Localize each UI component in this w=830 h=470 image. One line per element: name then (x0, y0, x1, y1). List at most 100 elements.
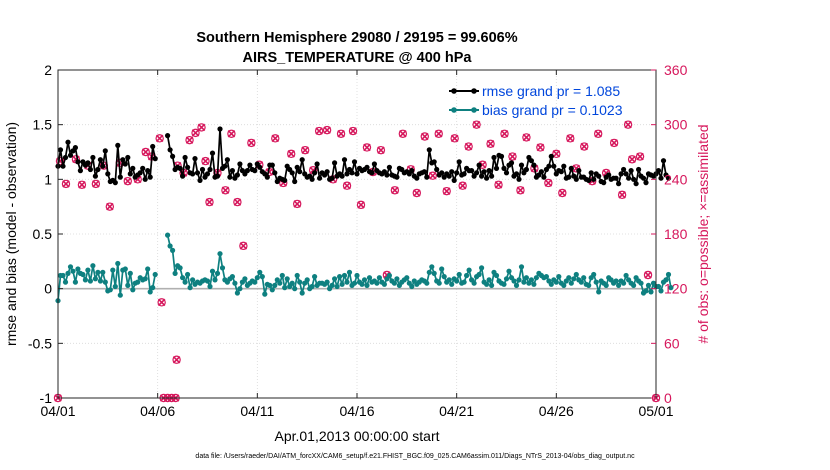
obs-assimilated-marker (536, 143, 545, 152)
obs-count-marker (348, 126, 358, 136)
bias-point (72, 279, 78, 285)
rmse-point (137, 170, 143, 176)
rmse-point (150, 143, 156, 150)
footnote: data file: /Users/raeder/DAI/ATM_forcXX/… (195, 453, 635, 460)
obs-possible-marker (635, 152, 645, 161)
obs-possible-marker (390, 186, 400, 195)
bias-point (259, 274, 265, 280)
rmse-point (628, 168, 634, 174)
bias-point (366, 275, 373, 281)
axes: 04/01 04/06 04/11 04/16 04/21 04/26 05/01 -1 -0.… (28, 62, 688, 419)
obs-count-marker (123, 176, 132, 186)
obs-count-marker (141, 147, 150, 157)
bias-point (374, 280, 380, 286)
bias-point (167, 243, 173, 249)
obs-count-marker (342, 181, 352, 190)
obs-possible-marker (336, 129, 346, 138)
bias-point (663, 277, 669, 283)
y2-tick-label: 300 (664, 117, 688, 133)
obs-count-marker (197, 123, 206, 132)
rmse-point (199, 166, 206, 173)
rmse-point (117, 174, 123, 180)
obs-assimilated-marker (610, 139, 618, 147)
bias-point (603, 282, 609, 288)
bias-point (381, 281, 387, 287)
obs-count-marker (494, 180, 503, 189)
obs-count-marker (362, 143, 372, 152)
rmse-point (165, 133, 171, 139)
obs-possible-marker (227, 129, 236, 138)
obs-count-marker (500, 129, 509, 138)
obs-count-marker (623, 120, 633, 129)
obs-assimilated-marker (391, 186, 399, 195)
obs-assimilated-marker (155, 134, 164, 143)
bias-point (436, 280, 442, 286)
bias-point (85, 267, 91, 273)
rmse-point (461, 171, 467, 177)
obs-possible-marker (157, 298, 166, 307)
obs-possible-marker (293, 199, 302, 209)
bias-point (142, 276, 148, 282)
bias-point (658, 288, 664, 294)
rmse-point (576, 168, 582, 174)
bias-point (668, 285, 674, 291)
bias-point (180, 275, 186, 281)
bias-point (361, 277, 368, 283)
obs-count-marker (420, 132, 429, 141)
rmse-point (130, 165, 136, 171)
bias-point (648, 289, 654, 295)
obs-count-marker (61, 179, 71, 189)
bias-point (513, 282, 520, 288)
obs-count-marker (522, 133, 531, 142)
obs-assimilated-marker (78, 181, 86, 189)
bias-point (294, 272, 300, 279)
obs-possible-marker (643, 270, 653, 280)
rmse-point (434, 166, 440, 173)
rmse-point (474, 170, 480, 176)
obs-assimilated-marker (315, 127, 323, 135)
rmse-point (224, 157, 230, 163)
bias-point (304, 277, 310, 283)
rmse-point (613, 175, 619, 181)
legend-bias-marker (451, 107, 457, 113)
rmse-point (636, 166, 642, 173)
obs-possible-marker (472, 120, 481, 129)
bias-point (449, 281, 455, 287)
obs-possible-marker (420, 132, 429, 141)
obs-count-marker (635, 152, 645, 161)
rmse-point (454, 170, 460, 176)
obs-possible-marker (61, 179, 71, 189)
obs-assimilated-marker (544, 179, 553, 187)
bias-point (70, 268, 76, 274)
rmse-point (386, 164, 392, 170)
rmse-point (548, 153, 554, 159)
obs-count-marker (314, 126, 324, 136)
obs-possible-marker (617, 190, 627, 200)
bias-point (252, 279, 258, 285)
rmse-point (513, 171, 520, 177)
bias-point (586, 282, 592, 288)
bias-point (234, 290, 240, 296)
obs-possible-marker (141, 147, 150, 157)
obs-assimilated-marker (464, 142, 473, 151)
rmse-point (446, 173, 452, 179)
bias-point (454, 278, 460, 284)
bias-point (112, 283, 118, 290)
rmse-point (588, 170, 594, 176)
bias-point (324, 279, 330, 285)
bias-point (359, 281, 365, 287)
obs-possible-marker (552, 149, 561, 159)
rmse-point (185, 164, 191, 170)
obs-assimilated-marker (558, 189, 567, 197)
rmse-point (244, 168, 250, 174)
bias-point (145, 266, 151, 272)
obs-assimilated-marker (357, 201, 365, 209)
bias-point (665, 271, 672, 278)
obs-count-marker (516, 186, 525, 195)
obs-possible-marker (500, 129, 509, 138)
obs-count-marker (450, 134, 459, 143)
rmse-point (140, 165, 146, 171)
bias-point (404, 275, 410, 281)
obs-count-marker (627, 155, 637, 164)
